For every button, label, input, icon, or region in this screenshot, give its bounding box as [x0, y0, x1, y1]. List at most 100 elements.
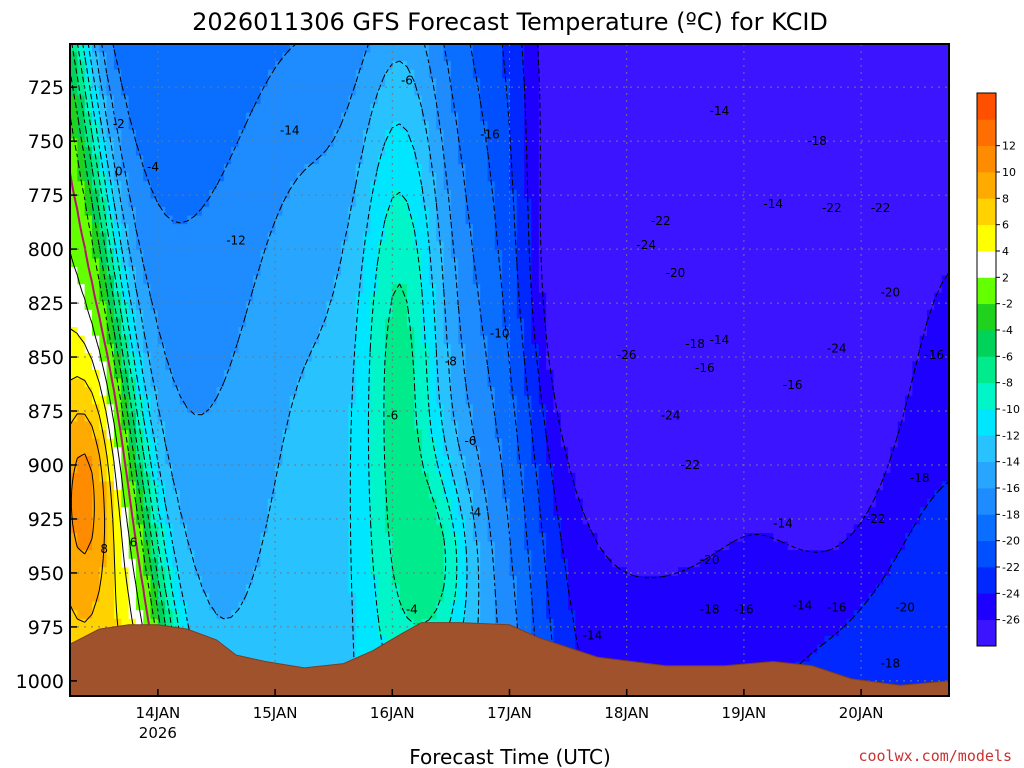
field-cell [363, 395, 371, 405]
field-cell [99, 344, 108, 354]
field-cell [817, 284, 826, 294]
field-cell [743, 335, 752, 345]
field-cell [590, 146, 598, 157]
field-cell [128, 267, 137, 277]
field-cell [575, 387, 584, 397]
field-cell [201, 95, 210, 105]
field-cell [516, 138, 525, 148]
field-cell [333, 52, 342, 62]
field-cell [699, 318, 708, 328]
field-cell [699, 335, 708, 345]
field-cell [282, 44, 291, 54]
field-cell [143, 267, 152, 277]
field-cell [472, 86, 481, 97]
field-cell [853, 129, 862, 139]
field-cell [575, 224, 584, 234]
field-cell [685, 387, 694, 397]
field-cell [831, 181, 840, 191]
field-cell [157, 370, 166, 380]
field-cell [487, 52, 496, 62]
field-cell [729, 344, 738, 354]
field-cell [494, 207, 503, 217]
field-cell [604, 335, 613, 345]
field-cell [231, 335, 240, 345]
field-cell [311, 86, 320, 97]
field-cell [135, 138, 144, 148]
field-cell [106, 172, 115, 182]
field-cell [297, 344, 305, 354]
field-cell [824, 61, 833, 71]
field-cell [927, 284, 935, 294]
field-cell [465, 138, 474, 148]
field-cell [143, 138, 152, 148]
field-cell [472, 309, 481, 320]
field-cell [282, 352, 291, 363]
field-cell [106, 387, 115, 397]
field-cell [721, 370, 730, 380]
field-cell [436, 361, 445, 371]
field-cell [172, 155, 181, 165]
field-cell [853, 352, 862, 363]
field-cell [135, 344, 144, 354]
field-cell [187, 129, 196, 139]
field-cell [641, 112, 650, 122]
field-cell [927, 241, 935, 251]
field-cell [406, 121, 415, 131]
field-cell [399, 215, 408, 225]
field-cell [179, 249, 188, 260]
field-cell [875, 327, 884, 337]
field-cell [736, 172, 745, 182]
field-cell [194, 78, 203, 88]
field-cell [516, 224, 525, 234]
field-cell [597, 189, 606, 200]
field-cell [897, 78, 906, 88]
field-cell [84, 232, 93, 242]
field-cell [311, 292, 320, 302]
field-cell [853, 301, 862, 311]
field-cell [685, 318, 694, 328]
field-cell [641, 172, 650, 182]
field-cell [553, 198, 562, 208]
field-cell [897, 318, 906, 328]
field-cell [253, 361, 262, 371]
field-cell [839, 61, 848, 71]
field-cell [604, 52, 613, 62]
field-cell [179, 52, 188, 62]
field-cell [890, 249, 899, 260]
field-cell [304, 335, 313, 345]
field-cell [150, 95, 159, 105]
field-cell [179, 335, 188, 345]
field-cell [341, 164, 349, 174]
field-cell [201, 258, 210, 268]
field-cell [531, 335, 540, 345]
field-cell [875, 181, 884, 191]
field-cell [934, 275, 943, 285]
field-cell [487, 327, 496, 337]
field-cell [172, 241, 181, 251]
field-cell [172, 104, 181, 114]
field-cell [634, 155, 642, 165]
field-cell [626, 378, 635, 388]
field-cell [311, 121, 320, 131]
field-cell [363, 335, 371, 345]
field-cell [612, 44, 620, 54]
field-cell [494, 155, 503, 165]
field-cell [311, 301, 320, 311]
field-cell [656, 387, 664, 397]
field-cell [736, 275, 745, 285]
field-cell [941, 146, 949, 157]
field-cell [480, 267, 489, 277]
field-cell [839, 95, 848, 105]
field-cell [84, 275, 93, 285]
field-cell [927, 61, 935, 71]
field-cell [187, 318, 196, 328]
field-cell [384, 258, 393, 268]
field-cell [436, 284, 445, 294]
field-cell [751, 189, 760, 200]
field-cell [179, 121, 188, 131]
field-cell [868, 61, 877, 71]
field-cell [216, 61, 225, 71]
field-cell [897, 121, 906, 131]
field-cell [275, 335, 284, 345]
field-cell [194, 129, 203, 139]
